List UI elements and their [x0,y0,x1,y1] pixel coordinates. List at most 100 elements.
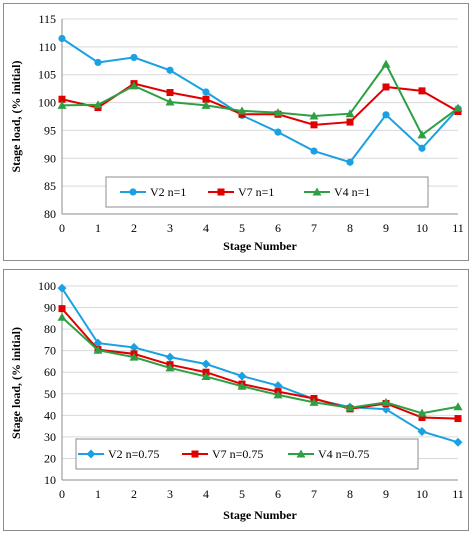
legend-label: V4 n=0.75 [318,447,369,461]
legend-box [105,176,429,208]
y-tick-label: 105 [38,68,56,82]
data-point [309,397,319,406]
y-tick-label: 100 [38,279,56,293]
data-point [237,371,247,381]
y-tick-label: 90 [44,151,56,165]
x-tick-label: 9 [383,221,389,235]
y-axis-title: Stage load, (% initial) [9,327,23,439]
data-point [381,59,391,68]
data-point [129,81,139,90]
series-line [61,307,459,420]
data-point [129,342,139,352]
legend-swatch-marker [312,187,322,196]
y-tick-label: 90 [44,301,56,315]
x-tick-label: 3 [167,487,173,501]
x-tick-label: 0 [59,221,65,235]
data-point [58,305,66,313]
data-point [273,108,283,117]
series-line [61,82,459,126]
data-point [453,103,463,112]
x-tick-label: 2 [131,487,137,501]
legend-swatch-marker [296,449,306,458]
x-tick-label: 1 [95,221,101,235]
data-point [418,87,426,95]
legend-label: V2 n=1 [150,185,186,199]
legend-swatch-marker [217,188,225,196]
data-point [418,413,426,421]
data-point [201,359,211,369]
series-line [61,316,459,415]
data-point [93,100,103,109]
x-tick-label: 5 [239,221,245,235]
chart-panel-top: 80 85 90 95 100 105 110 115 0 1 2 3 4 5 6 7 8 9 10 11 Stage … [3,3,469,261]
data-point [165,352,175,362]
data-point [382,111,390,119]
data-point [453,437,463,447]
x-tick-label: 1 [95,487,101,501]
data-point [202,95,210,103]
data-point [382,83,390,91]
data-point [93,345,103,354]
x-tick-label: 10 [416,221,428,235]
data-point [417,427,427,436]
x-tick-label: 2 [131,221,137,235]
data-point [201,372,211,381]
legend-label: V7 n=1 [238,185,274,199]
x-tick-label: 8 [347,487,353,501]
x-tick-label: 8 [347,221,353,235]
y-tick-label: 100 [38,96,56,110]
data-point [57,100,67,109]
x-tick-label: 11 [452,221,464,235]
x-tick-label: 5 [239,487,245,501]
x-tick-label: 4 [203,487,209,501]
y-tick-label: 40 [44,408,56,422]
data-point [417,130,427,139]
data-point [165,363,175,372]
x-tick-label: 11 [452,487,464,501]
y-tick-label: 50 [44,387,56,401]
data-point [129,352,139,361]
x-tick-label: 10 [416,487,428,501]
x-tick-label: 6 [275,487,281,501]
chart-panel-bottom: 10 20 30 40 50 60 70 80 90 100 0 1 2 3 4 5 6 7 8 9 10 11 Stage… [3,269,469,531]
x-tick-label: 0 [59,487,65,501]
data-point [310,147,318,155]
data-point [274,128,282,136]
legend-swatch-marker [86,449,96,459]
data-point [345,403,355,412]
legend-swatch-marker [191,450,199,458]
x-tick-label: 9 [383,487,389,501]
data-point [309,111,319,120]
y-tick-label: 20 [44,451,56,465]
data-point [57,283,67,293]
series-line [61,287,459,444]
legend-label: V4 n=1 [334,185,370,199]
legend-swatch-marker [129,188,137,196]
y-tick-label: 115 [38,12,56,26]
legend-label: V7 n=0.75 [212,447,263,461]
data-point [93,338,103,348]
data-point [346,118,354,126]
x-axis-title: Stage Number [223,239,297,253]
x-tick-label: 3 [167,221,173,235]
y-tick-label: 10 [44,473,56,487]
y-tick-label: 110 [38,40,56,54]
data-point [381,397,391,406]
data-point [165,97,175,106]
y-tick-label: 80 [44,207,56,221]
x-tick-label: 6 [275,221,281,235]
legend-box [75,438,419,470]
x-tick-label: 4 [203,221,209,235]
data-point [201,100,211,109]
y-tick-label: 95 [44,123,56,137]
data-point [345,109,355,118]
data-point [58,95,66,103]
data-point [418,144,426,152]
data-point [454,415,462,423]
data-point [166,89,174,97]
y-tick-label: 60 [44,365,56,379]
y-tick-label: 30 [44,430,56,444]
data-point [237,381,247,390]
data-point [310,121,318,129]
y-tick-label: 70 [44,344,56,358]
